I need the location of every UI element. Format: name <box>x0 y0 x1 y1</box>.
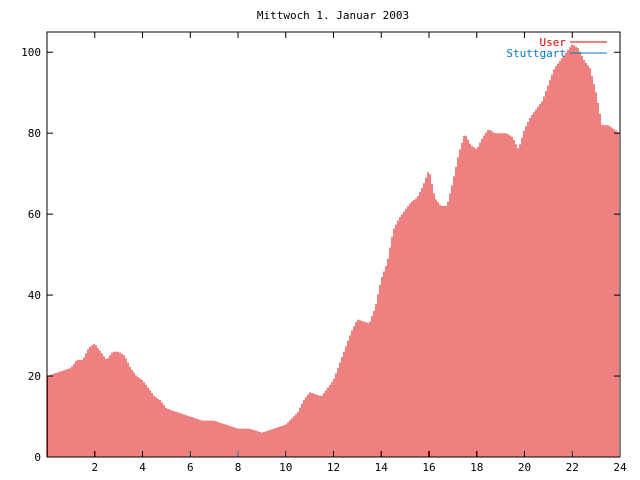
x-tick-label: 22 <box>566 461 579 474</box>
x-tick-label: 12 <box>327 461 340 474</box>
bars-group <box>47 44 619 457</box>
y-tick-label: 100 <box>21 46 41 59</box>
x-tick-label: 2 <box>91 461 98 474</box>
x-axis: 2 4 6 8 10 12 14 16 18 20 22 24 <box>91 32 627 474</box>
x-tick-label: 14 <box>375 461 389 474</box>
legend: User Stuttgart <box>506 36 607 60</box>
legend-label-user: User <box>540 36 567 49</box>
y-axis: 0 20 40 60 80 100 <box>21 46 620 464</box>
x-tick-label: 24 <box>613 461 627 474</box>
x-tick-label: 4 <box>139 461 146 474</box>
y-tick-label: 20 <box>28 370 41 383</box>
x-tick-label: 18 <box>470 461 483 474</box>
y-tick-label: 0 <box>34 451 41 464</box>
x-tick-label: 20 <box>518 461 531 474</box>
x-tick-label: 16 <box>422 461 435 474</box>
x-tick-label: 8 <box>235 461 242 474</box>
y-tick-label: 40 <box>28 289 41 302</box>
chart-title: Mittwoch 1. Januar 2003 <box>257 9 409 22</box>
x-tick-label: 10 <box>279 461 292 474</box>
y-tick-label: 60 <box>28 208 41 221</box>
y-tick-label: 80 <box>28 127 41 140</box>
legend-label-stuttgart: Stuttgart <box>506 47 566 60</box>
x-tick-label: 6 <box>187 461 194 474</box>
